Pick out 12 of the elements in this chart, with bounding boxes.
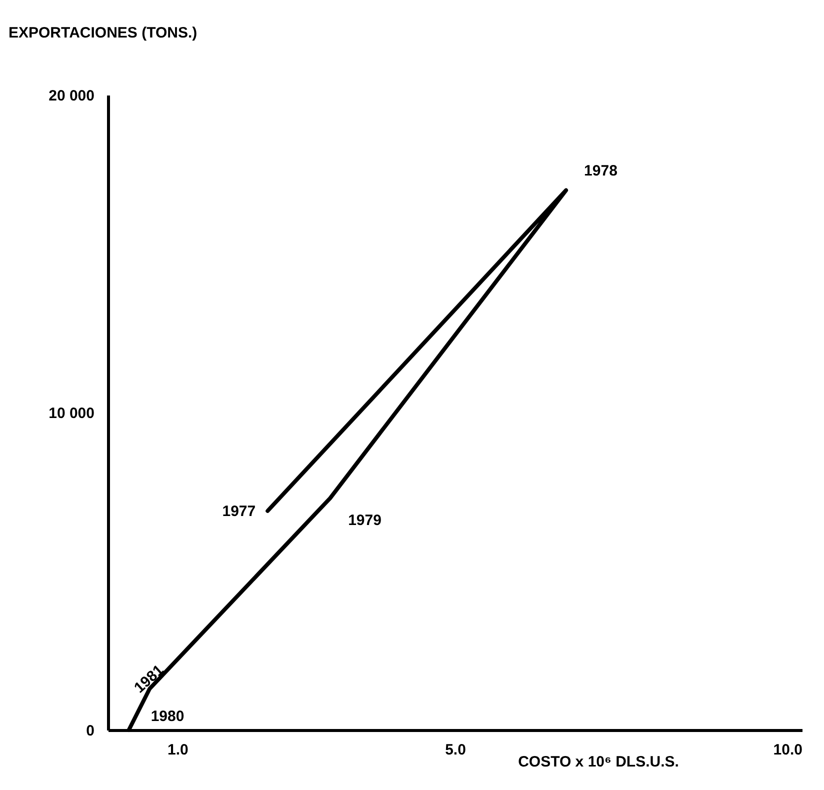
- x-tick-label: 10.0: [773, 742, 802, 758]
- x-tick-label: 1.0: [167, 742, 188, 758]
- annotation: 1977: [222, 502, 256, 520]
- x-axis-title: COSTO x 10⁶ DLS.U.S.: [518, 754, 679, 770]
- x-tick-label: 5.0: [445, 742, 466, 758]
- y-tick-label: 10 000: [48, 405, 94, 422]
- annotation: 1980: [150, 708, 184, 725]
- annotation: 1978: [584, 162, 618, 180]
- y-axis-title: EXPORTACIONES (TONS.): [8, 24, 198, 42]
- annotation: 1979: [348, 512, 382, 530]
- y-tick-label: 20 000: [48, 88, 94, 104]
- y-tick-label: 0: [86, 722, 94, 740]
